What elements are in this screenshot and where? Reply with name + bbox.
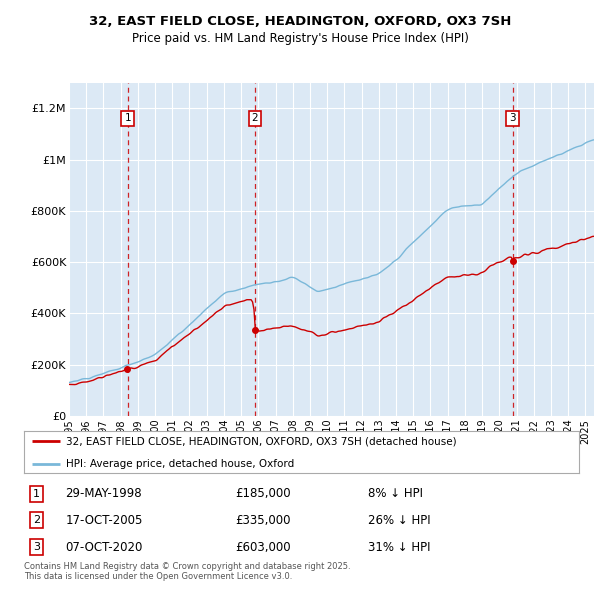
Text: 32, EAST FIELD CLOSE, HEADINGTON, OXFORD, OX3 7SH: 32, EAST FIELD CLOSE, HEADINGTON, OXFORD… <box>89 15 511 28</box>
Text: £603,000: £603,000 <box>235 540 290 553</box>
Text: 07-OCT-2020: 07-OCT-2020 <box>65 540 143 553</box>
Text: £335,000: £335,000 <box>235 514 290 527</box>
Text: 2: 2 <box>251 113 258 123</box>
Text: Contains HM Land Registry data © Crown copyright and database right 2025.
This d: Contains HM Land Registry data © Crown c… <box>24 562 350 581</box>
Text: 3: 3 <box>509 113 516 123</box>
Text: Price paid vs. HM Land Registry's House Price Index (HPI): Price paid vs. HM Land Registry's House … <box>131 32 469 45</box>
Text: HPI: Average price, detached house, Oxford: HPI: Average price, detached house, Oxfo… <box>65 459 294 469</box>
Text: 8% ↓ HPI: 8% ↓ HPI <box>368 487 423 500</box>
Text: 1: 1 <box>33 489 40 499</box>
Text: 26% ↓ HPI: 26% ↓ HPI <box>368 514 431 527</box>
Text: 29-MAY-1998: 29-MAY-1998 <box>65 487 142 500</box>
Text: 31% ↓ HPI: 31% ↓ HPI <box>368 540 431 553</box>
Text: 1: 1 <box>124 113 131 123</box>
Text: 2: 2 <box>32 515 40 525</box>
Text: 17-OCT-2005: 17-OCT-2005 <box>65 514 143 527</box>
Text: 32, EAST FIELD CLOSE, HEADINGTON, OXFORD, OX3 7SH (detached house): 32, EAST FIELD CLOSE, HEADINGTON, OXFORD… <box>65 437 456 446</box>
Text: £185,000: £185,000 <box>235 487 290 500</box>
Text: 3: 3 <box>33 542 40 552</box>
